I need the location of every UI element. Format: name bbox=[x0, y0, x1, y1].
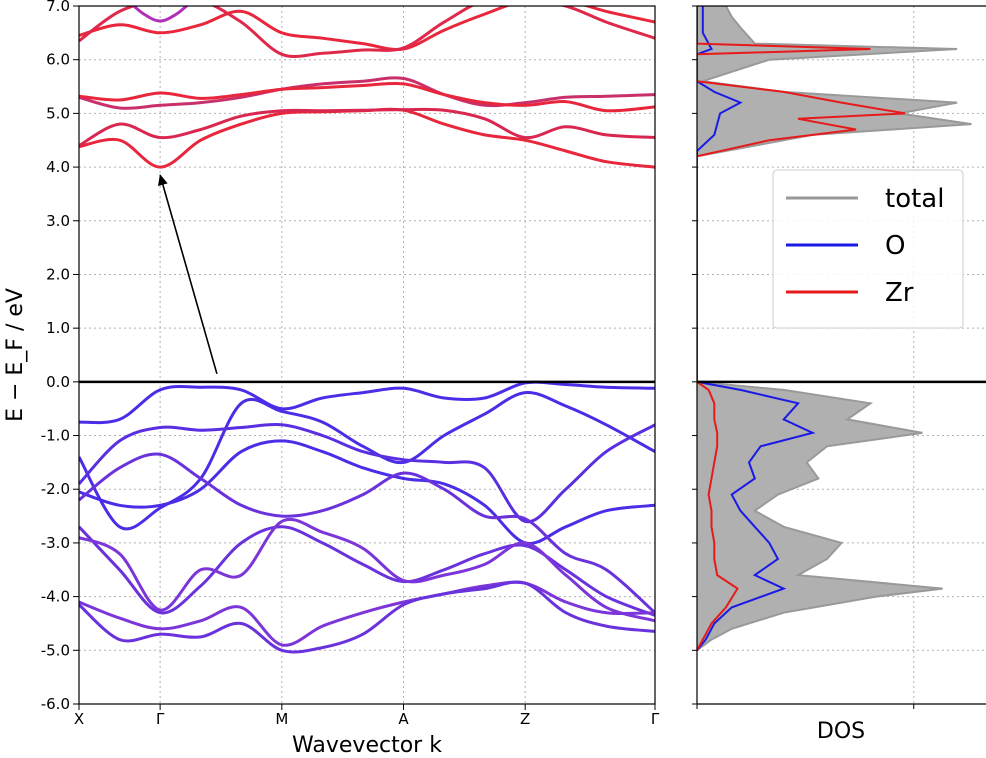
k-tick-label: M bbox=[275, 710, 288, 728]
band-v3 bbox=[79, 423, 655, 524]
dos-axis-label: DOS bbox=[817, 719, 865, 744]
k-tick-label: Z bbox=[520, 710, 530, 728]
dos-curves bbox=[697, 6, 972, 652]
y-tick-label: -5.0 bbox=[41, 641, 70, 659]
band-v7 bbox=[79, 517, 655, 623]
y-tick-label: 0.0 bbox=[46, 373, 70, 391]
y-tick-label: 5.0 bbox=[46, 104, 70, 122]
y-tick-label: 6.0 bbox=[46, 51, 70, 69]
band-structure-panel: 7.0 6.0 5.0 4.0 3.0 2.0 1.0 0.0 -1.0 -2.0 -3.0 -4.0… bbox=[41, 0, 660, 728]
y-tick-label: 4.0 bbox=[46, 158, 70, 176]
band-frame bbox=[78, 5, 656, 705]
band-c6 bbox=[79, 6, 655, 58]
dos-legend: total O Zr bbox=[772, 169, 964, 329]
dos-line-O bbox=[697, 6, 816, 651]
k-tick-label: Γ bbox=[156, 710, 165, 728]
k-tick-label: Γ bbox=[651, 710, 660, 728]
band-c2 bbox=[79, 107, 655, 147]
x-axis-label: Wavevector k bbox=[292, 733, 442, 758]
band-c5 bbox=[79, 6, 655, 51]
band-c3 bbox=[79, 76, 655, 110]
y-tick-label: -2.0 bbox=[41, 480, 70, 498]
legend-label-O: O bbox=[885, 231, 905, 261]
y-tick-label: 1.0 bbox=[46, 319, 70, 337]
y-axis-label: E − E_F / eV bbox=[3, 288, 28, 422]
band-c7 bbox=[131, 6, 189, 23]
legend-label-total: total bbox=[885, 184, 944, 214]
y-tick-label: 2.0 bbox=[46, 265, 70, 283]
band-v9 bbox=[79, 580, 655, 654]
dos-line-Zr bbox=[697, 6, 906, 651]
bandgap-arrow bbox=[158, 174, 218, 375]
band-v6 bbox=[79, 525, 655, 617]
k-tick-label: X bbox=[74, 710, 84, 728]
band-v5 bbox=[79, 452, 655, 614]
y-tick-label: 7.0 bbox=[46, 0, 70, 15]
band-lines bbox=[79, 6, 655, 654]
band-v4 bbox=[79, 439, 655, 545]
band-v1 bbox=[79, 380, 655, 425]
legend-box bbox=[772, 169, 964, 329]
y-ticks: 7.0 6.0 5.0 4.0 3.0 2.0 1.0 0.0 -1.0 -2.0 -3.0 -4.0… bbox=[41, 0, 79, 713]
y-tick-label: -1.0 bbox=[41, 427, 70, 445]
band-v2 bbox=[79, 391, 655, 531]
y-tick-label: -3.0 bbox=[41, 534, 70, 552]
band-v8 bbox=[79, 580, 655, 647]
y-tick-label: -4.0 bbox=[41, 588, 70, 606]
dos-ticks bbox=[692, 5, 915, 709]
y-tick-label: 3.0 bbox=[46, 212, 70, 230]
dos-panel: total O Zr bbox=[692, 5, 986, 709]
dos-line-total bbox=[697, 6, 972, 652]
legend-label-Zr: Zr bbox=[885, 278, 914, 308]
band-c4 bbox=[79, 81, 655, 113]
axis-labels: Wavevector k E − E_F / eV DOS bbox=[3, 288, 865, 758]
y-tick-label: -6.0 bbox=[41, 695, 70, 713]
k-tick-label: A bbox=[398, 710, 409, 728]
dos-fill-total bbox=[697, 6, 972, 651]
